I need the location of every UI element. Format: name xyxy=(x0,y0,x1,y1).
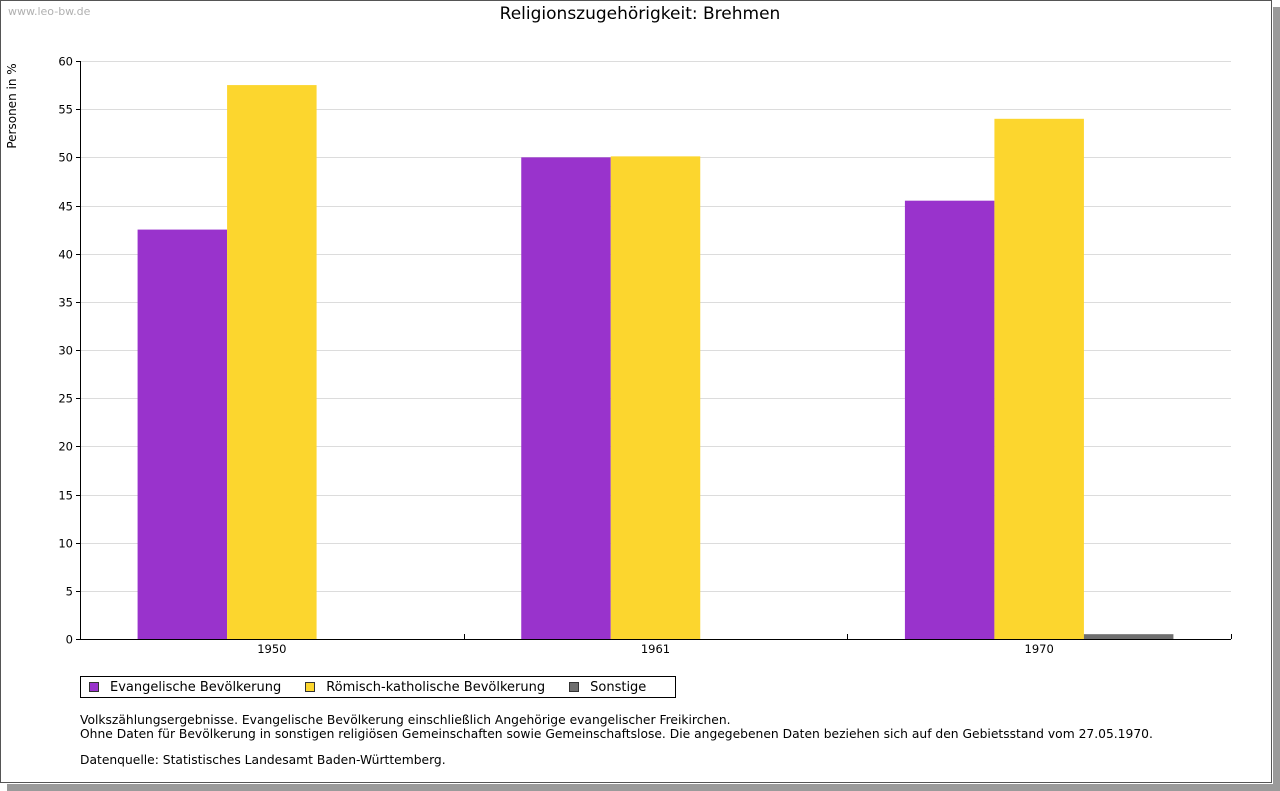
legend-item-katholisch: Römisch-katholische Bevölkerung xyxy=(305,680,545,695)
bar xyxy=(137,229,228,640)
legend-swatch-sonstige xyxy=(569,682,580,692)
y-tick-label: 25 xyxy=(58,392,73,406)
y-tick-label: 0 xyxy=(66,633,73,647)
y-tick-label: 20 xyxy=(58,440,73,454)
y-tick-label: 15 xyxy=(58,489,73,503)
legend-label-evangelisch: Evangelische Bevölkerung xyxy=(110,679,282,695)
x-tick-labels: 1950 1961 1970 xyxy=(257,642,1054,656)
note-line-1: Volkszählungsergebnisse. Evangelische Be… xyxy=(80,713,731,727)
axes xyxy=(76,61,1232,640)
y-tick-labels: 0 5 10 15 20 25 30 35 40 45 50 55 60 xyxy=(58,55,73,647)
chart-title: Religionszugehörigkeit: Brehmen xyxy=(499,4,781,24)
legend-item-evangelisch: Evangelische Bevölkerung xyxy=(89,680,281,695)
legend-swatch-katholisch xyxy=(305,682,316,692)
y-tick-label: 10 xyxy=(58,537,73,551)
y-tick-label: 55 xyxy=(58,103,73,117)
bar xyxy=(521,157,611,640)
y-tick-label: 45 xyxy=(58,200,73,214)
note-line-2: Ohne Daten für Bevölkerung in sonstigen … xyxy=(80,727,1153,741)
y-tick-label: 35 xyxy=(58,296,73,310)
y-tick-label: 50 xyxy=(58,151,73,165)
bar xyxy=(1083,634,1174,639)
bars xyxy=(137,85,1174,640)
y-axis-label: Personen in % xyxy=(5,63,19,148)
x-tick-label: 1950 xyxy=(257,642,286,656)
chart-notes: Volkszählungsergebnisse. Evangelische Be… xyxy=(80,713,1153,767)
legend: Evangelische Bevölkerung Römisch-katholi… xyxy=(80,676,676,698)
x-tick-label: 1970 xyxy=(1025,642,1054,656)
bar xyxy=(904,200,995,639)
y-tick-label: 40 xyxy=(58,248,73,262)
y-tick-label: 30 xyxy=(58,344,73,358)
legend-item-sonstige: Sonstige xyxy=(569,680,646,695)
bar-chart: 0 5 10 15 20 25 30 35 40 45 50 55 60 1950 1961 1970 Pe… xyxy=(5,55,1232,656)
bar xyxy=(610,156,701,639)
y-tick-label: 5 xyxy=(66,585,73,599)
bar xyxy=(994,118,1084,640)
legend-label-katholisch: Römisch-katholische Bevölkerung xyxy=(326,679,546,695)
legend-label-sonstige: Sonstige xyxy=(590,679,647,695)
legend-swatch-evangelisch xyxy=(89,682,99,692)
frame-shadow-right xyxy=(1273,7,1280,791)
frame-shadow-bottom xyxy=(7,784,1280,791)
x-tick-label: 1961 xyxy=(641,642,670,656)
y-tick-label: 60 xyxy=(58,55,73,69)
data-source: Datenquelle: Statistisches Landesamt Bad… xyxy=(80,753,446,767)
bar xyxy=(227,85,317,640)
watermark[interactable]: www.leo-bw.de xyxy=(8,5,91,18)
